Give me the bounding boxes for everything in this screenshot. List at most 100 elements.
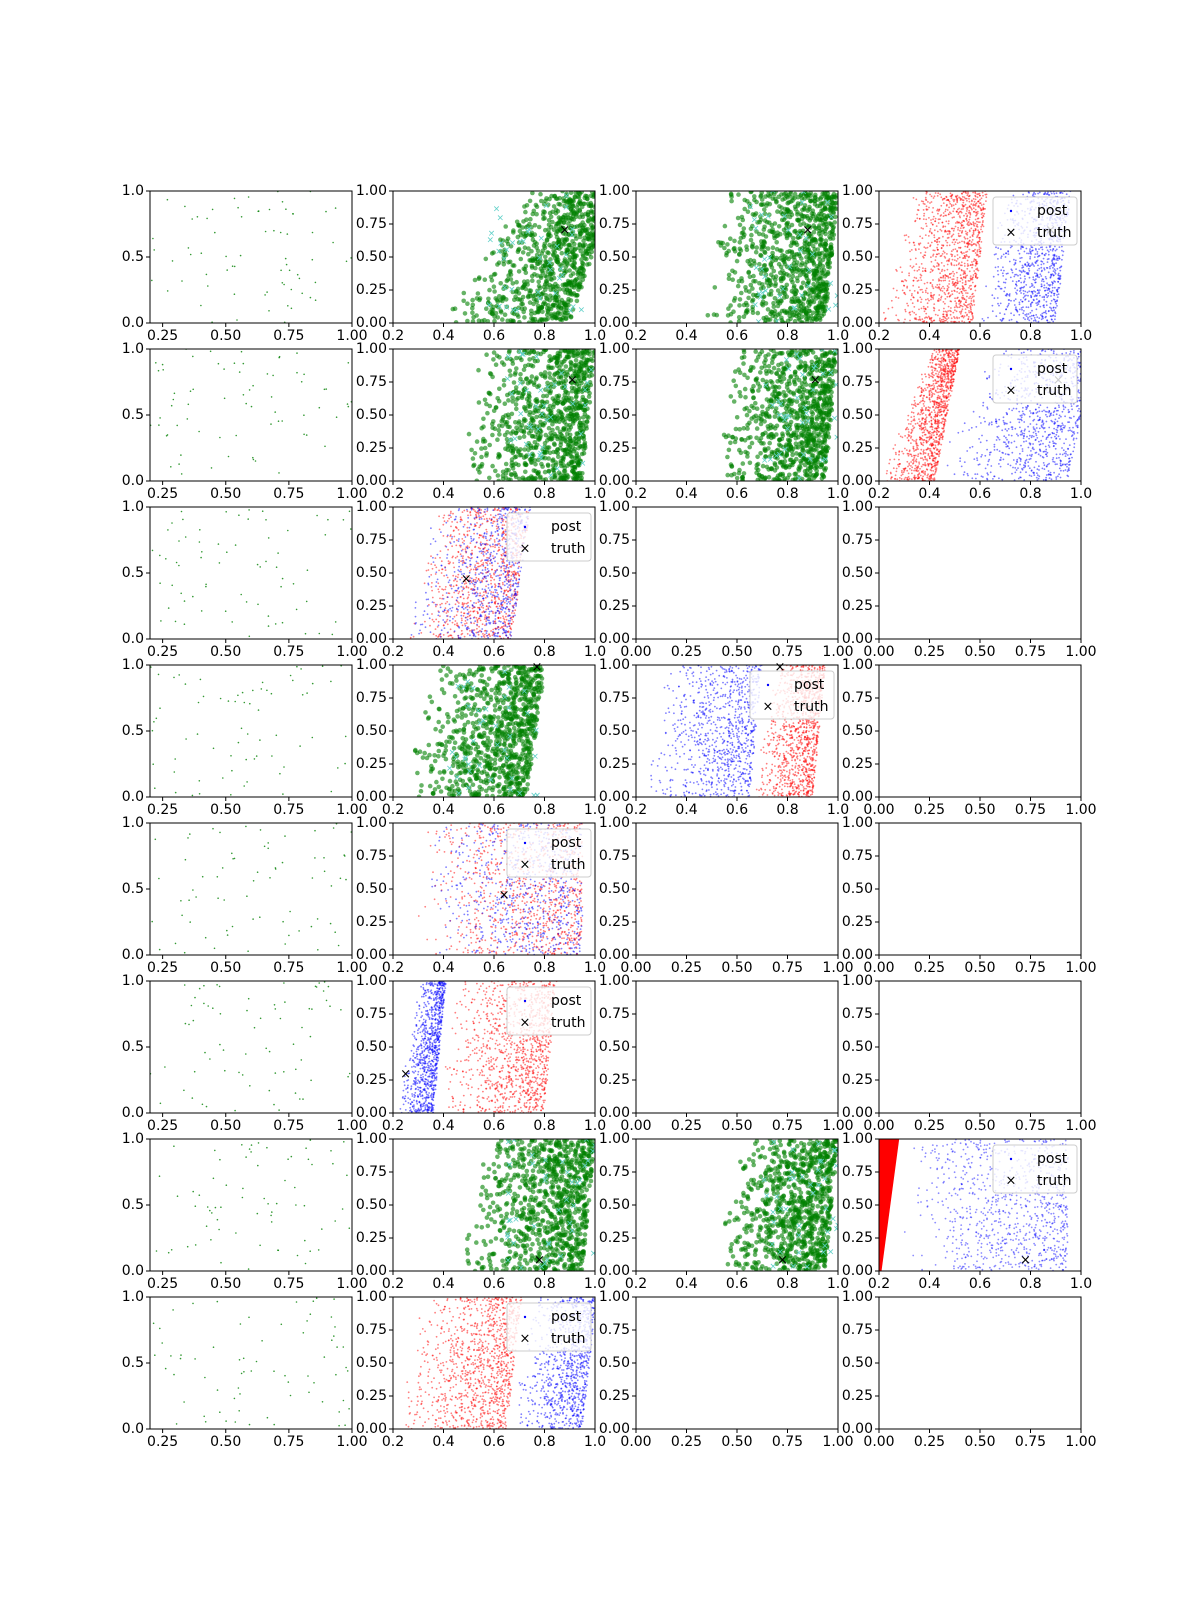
scatter-point — [1011, 269, 1013, 272]
scatter-points — [883, 191, 1072, 323]
scatter-point — [960, 192, 963, 195]
scatter-point — [1046, 261, 1049, 263]
scatter-point — [1001, 272, 1004, 275]
y-tick-label: 0.75 — [599, 216, 630, 232]
scatter-point — [963, 289, 966, 292]
scatter-point — [492, 289, 497, 294]
scatter-point — [965, 304, 968, 307]
scatter-point — [964, 197, 967, 200]
scatter-point — [1031, 292, 1034, 295]
scatter-point — [923, 310, 926, 313]
scatter-point — [762, 207, 767, 212]
scatter-point — [602, 199, 607, 204]
scatter-point — [915, 198, 918, 201]
scatter-point — [1038, 289, 1041, 291]
scatter-point — [544, 295, 549, 301]
scatter-point — [963, 265, 966, 267]
scatter-point — [763, 234, 769, 239]
scatter-point — [579, 266, 584, 271]
scatter-point — [491, 408, 497, 414]
scatter-point — [963, 236, 966, 239]
scatter-point — [207, 285, 209, 287]
scatter-point — [510, 289, 516, 295]
scatter-point — [817, 257, 822, 262]
scatter-point — [950, 204, 953, 206]
scatter-point — [958, 306, 961, 309]
scatter-point — [962, 208, 964, 210]
scatter-point — [965, 210, 968, 212]
scatter-point — [1017, 280, 1020, 282]
scatter-point — [332, 241, 334, 244]
scatter-point — [252, 384, 254, 387]
scatter-point — [582, 201, 587, 207]
scatter-point — [955, 222, 957, 224]
scatter-point — [1036, 292, 1039, 295]
scatter-point — [527, 357, 532, 362]
scatter-point — [921, 288, 923, 291]
scatter-point — [762, 224, 767, 230]
scatter-point — [1019, 274, 1022, 276]
scatter-point — [937, 268, 940, 270]
scatter-point — [770, 196, 776, 201]
scatter-point — [1041, 312, 1044, 315]
scatter-point — [942, 225, 945, 228]
scatter-point — [919, 288, 922, 291]
scatter-points: ×××××××××××××××××××××××××××××××××××××××× — [466, 349, 595, 481]
scatter-point — [563, 374, 569, 379]
scatter-point — [936, 195, 939, 197]
scatter-point — [925, 312, 928, 315]
scatter-point — [1032, 298, 1035, 301]
x-tick-label: 1.0 — [827, 328, 849, 344]
scatter-point — [962, 296, 965, 299]
scatter-point — [268, 310, 270, 312]
scatter-point — [1044, 310, 1047, 312]
scatter-point — [966, 259, 969, 262]
scatter-point — [941, 268, 944, 271]
scatter-point — [976, 196, 979, 199]
scatter-point — [1029, 311, 1032, 314]
scatter-point: × — [827, 279, 835, 289]
scatter-point — [830, 236, 836, 241]
scatter-point — [1008, 302, 1010, 305]
scatter-point — [254, 460, 257, 462]
scatter-point — [1005, 308, 1007, 311]
scatter-point — [1052, 307, 1055, 309]
scatter-point — [530, 433, 535, 439]
scatter-point — [954, 317, 956, 319]
scatter-point — [985, 196, 988, 199]
x-tick-label: 0.25 — [147, 486, 178, 502]
scatter-point — [942, 318, 945, 321]
scatter-point — [1051, 318, 1053, 321]
scatter-point — [997, 280, 1000, 283]
scatter-point — [471, 463, 476, 469]
scatter-point — [502, 420, 508, 425]
scatter-point: × — [759, 289, 767, 299]
scatter-point — [932, 255, 934, 257]
scatter-point — [1040, 283, 1043, 286]
scatter-point — [592, 349, 595, 355]
scatter-point — [828, 242, 834, 247]
scatter-point — [301, 292, 304, 295]
scatter-point — [574, 412, 579, 418]
scatter-point — [582, 402, 588, 407]
scatter-point — [946, 233, 949, 236]
scatter-point — [971, 277, 974, 280]
scatter-point — [974, 222, 977, 225]
scatter-point — [240, 350, 243, 353]
scatter-point — [516, 462, 521, 468]
scatter-point — [748, 282, 754, 288]
scatter-point — [728, 320, 733, 323]
scatter-point — [826, 257, 832, 262]
scatter-point — [1027, 272, 1030, 274]
scatter-point — [484, 401, 489, 407]
scatter-point — [1005, 272, 1008, 275]
scatter-point — [946, 285, 949, 287]
scatter-point: × — [758, 265, 766, 275]
scatter-point — [956, 221, 959, 224]
scatter-point — [933, 293, 936, 296]
scatter-point: × — [562, 203, 570, 213]
scatter-point — [490, 463, 495, 469]
scatter-point — [971, 263, 974, 266]
scatter-point — [277, 420, 280, 423]
scatter-point — [963, 271, 965, 274]
